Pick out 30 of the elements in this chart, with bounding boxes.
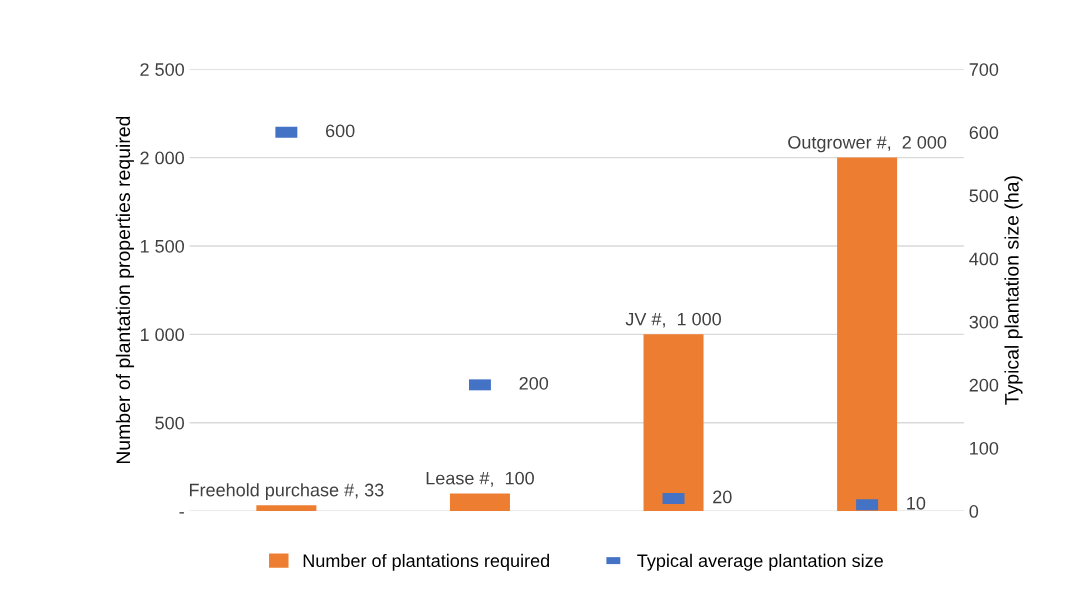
data-label: Freehold purchase #, 33 bbox=[189, 483, 384, 500]
y2-tick-label: 600 bbox=[969, 126, 999, 140]
bar bbox=[837, 157, 898, 512]
y2-tick-label: 500 bbox=[969, 189, 999, 203]
data-label: 200 bbox=[519, 376, 549, 390]
bar bbox=[256, 505, 317, 512]
legend-label: Number of plantations required bbox=[303, 553, 549, 571]
y-tick-label: 2 000 bbox=[140, 151, 184, 165]
y2-tick-label: 400 bbox=[969, 252, 999, 266]
data-label: Outgrower #, 2 000 bbox=[788, 135, 947, 153]
data-label: Lease #, 100 bbox=[426, 471, 534, 487]
data-label: 10 bbox=[907, 496, 926, 510]
y-tick-label: 2 500 bbox=[140, 63, 184, 76]
legend-label: Typical average plantation size bbox=[637, 553, 883, 571]
y-tick-label: - bbox=[179, 512, 184, 514]
y2-axis-title: Typical plantation size (ha) bbox=[1004, 176, 1023, 405]
data-label: 600 bbox=[325, 124, 355, 138]
y-tick-label: 1 500 bbox=[140, 239, 184, 253]
y-tick-label: 500 bbox=[155, 416, 184, 430]
y2-tick-label: 200 bbox=[969, 378, 999, 392]
y2-tick-label: 100 bbox=[970, 441, 999, 455]
y2-tick-label: 700 bbox=[969, 63, 999, 76]
y-tick-label: 1 000 bbox=[140, 328, 184, 342]
y-axis-title: Number of plantation properties required bbox=[115, 116, 134, 464]
bar bbox=[449, 493, 510, 512]
y2-tick-label: 300 bbox=[969, 315, 999, 329]
data-label: JV #, 1 000 bbox=[625, 312, 721, 328]
y2-tick-label: 0 bbox=[969, 505, 979, 518]
bar bbox=[643, 334, 704, 512]
data-label: 20 bbox=[713, 490, 732, 504]
